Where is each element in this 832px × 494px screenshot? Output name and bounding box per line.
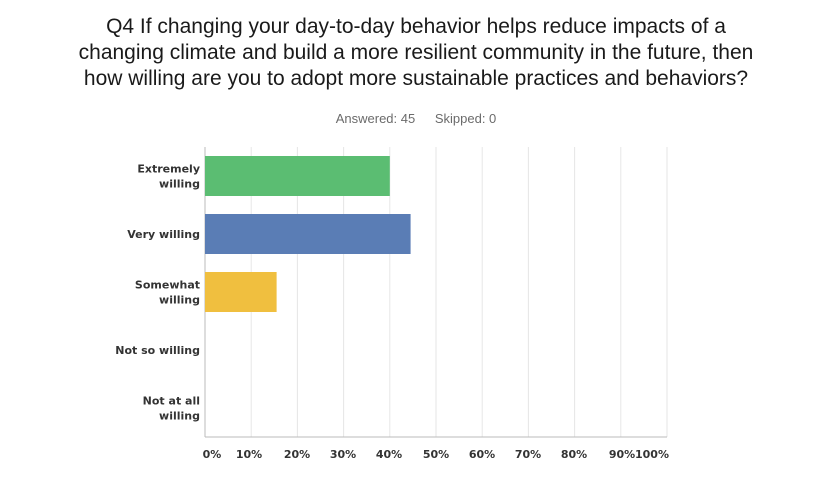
category-label: Not at all	[143, 395, 200, 408]
bar-1[interactable]	[205, 214, 411, 254]
category-label: willing	[159, 410, 200, 423]
x-tick-label: 30%	[330, 448, 356, 461]
skipped-count: Skipped: 0	[434, 111, 497, 126]
x-tick-label: 50%	[423, 448, 449, 461]
x-tick-labels: 0% 10% 20% 30% 40% 50% 60% 70% 80% 90% 100%	[203, 448, 669, 461]
x-tick-label: 20%	[284, 448, 310, 461]
category-labels: Extremely willing Very willing Somewhat will…	[115, 163, 200, 423]
title-line-2: changing climate and build a more resili…	[78, 41, 754, 64]
category-label: Somewhat	[135, 279, 200, 292]
chart-title: Q4 If changing your day-to-day behavior …	[0, 14, 832, 92]
answered-count: Answered: 45	[335, 111, 416, 126]
x-tick-label: 100%	[635, 448, 669, 461]
response-summary: Answered: 45 Skipped: 0	[0, 111, 832, 126]
x-tick-label: 80%	[561, 448, 587, 461]
category-label: willing	[159, 178, 200, 191]
x-tick-label: 10%	[236, 448, 262, 461]
category-label: willing	[159, 294, 200, 307]
x-tick-label: 0%	[203, 448, 222, 461]
x-tick-label: 90%	[609, 448, 635, 461]
category-label: Not so willing	[115, 344, 200, 357]
bar-2[interactable]	[205, 272, 277, 312]
x-tick-label: 60%	[469, 448, 495, 461]
bars	[205, 156, 411, 312]
x-tick-label: 40%	[376, 448, 402, 461]
title-line-3: how willing are you to adopt more sustai…	[83, 67, 749, 90]
bar-0[interactable]	[205, 156, 390, 196]
title-line-1: Q4 If changing your day-to-day behavior …	[106, 15, 726, 38]
category-label: Very willing	[127, 228, 200, 241]
category-label: Extremely	[137, 163, 200, 176]
x-tick-label: 70%	[515, 448, 541, 461]
